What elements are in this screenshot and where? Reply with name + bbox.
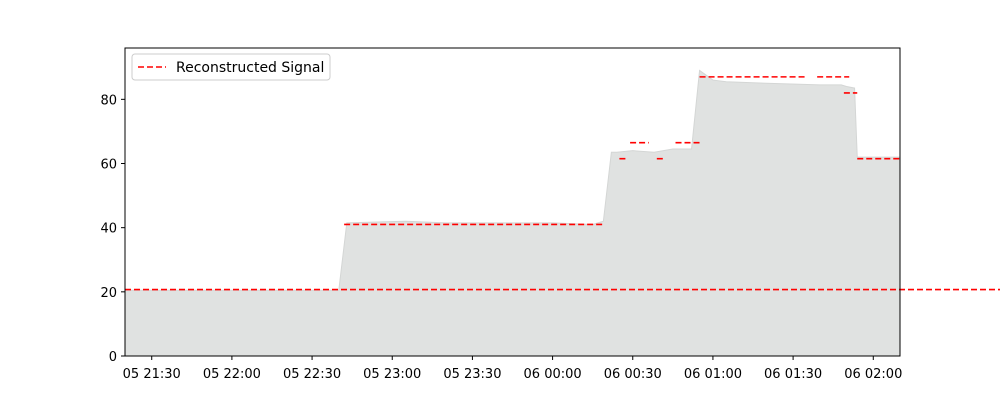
x-tick-label: 06 00:30 (604, 367, 662, 382)
x-tick-label: 05 22:30 (283, 367, 341, 382)
y-tick-label: 0 (109, 350, 117, 365)
y-tick-label: 60 (100, 158, 117, 173)
y-tick-label: 80 (100, 93, 117, 108)
series-layer (125, 76, 1000, 291)
plot-frame (124, 47, 901, 357)
y-axis: 0 20 40 60 80 (100, 93, 125, 365)
legend-box (131, 53, 331, 81)
legend-label: Reconstructed Signal (176, 60, 324, 76)
x-tick-label: 06 00:00 (524, 367, 582, 382)
x-tick-label: 06 02:00 (844, 367, 902, 382)
x-tick-label: 05 21:30 (123, 367, 181, 382)
x-tick-label: 06 01:30 (764, 367, 822, 382)
legend: Reconstructed Signal (131, 53, 331, 81)
x-tick-label: 05 23:00 (363, 367, 421, 382)
y-tick-label: 20 (100, 286, 117, 301)
x-tick-label: 06 01:00 (684, 367, 742, 382)
signal-area (124, 69, 901, 357)
x-tick-label: 05 22:00 (203, 367, 261, 382)
x-tick-label: 05 23:30 (443, 367, 501, 382)
area-layer (124, 69, 901, 357)
y-tick-label: 40 (100, 222, 117, 237)
x-axis: 05 21:30 05 22:00 05 22:30 05 23:00 05 23:30… (123, 356, 902, 382)
